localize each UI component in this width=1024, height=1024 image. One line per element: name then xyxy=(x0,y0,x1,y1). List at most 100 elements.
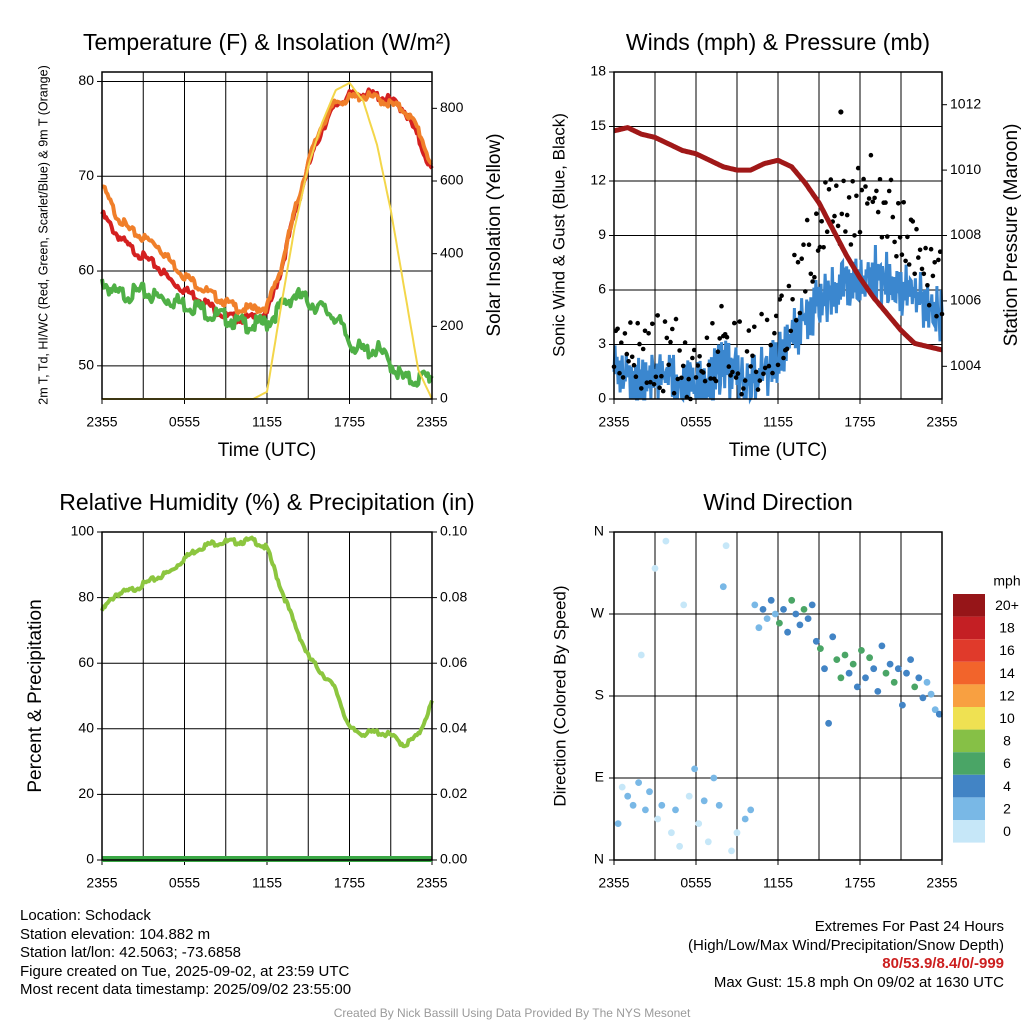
gust-point xyxy=(773,313,779,319)
y2-tick-label: 800 xyxy=(440,99,464,115)
wind-direction-point xyxy=(784,628,791,636)
gust-point xyxy=(936,257,941,263)
gust-point xyxy=(885,234,890,239)
colorbar-label: 6 xyxy=(1003,755,1011,771)
max-gust-text: Max Gust: 15.8 mph On 09/02 at 1630 UTC xyxy=(713,973,1004,991)
y2-tick-label: 0.08 xyxy=(440,588,467,604)
extremes-legend: (High/Low/Max Wind/Precipitation/Snow De… xyxy=(688,936,1004,954)
y2-tick-label: 0 xyxy=(440,390,448,406)
gust-point xyxy=(903,258,908,264)
humidity-precip-panel: 2355 0555 1155 1755 2355 Relative Humidity (%… xyxy=(25,489,475,891)
gust-point xyxy=(633,374,639,380)
gust-point xyxy=(861,176,866,182)
gust-point xyxy=(786,283,792,289)
gust-point xyxy=(741,386,746,391)
wind-direction-point xyxy=(788,596,796,604)
chart-title: Winds (mph) & Pressure (mb) xyxy=(626,29,930,55)
wind-direction-point xyxy=(935,710,943,718)
gust-point xyxy=(919,266,925,272)
y2-tick-label: 1004 xyxy=(950,357,981,373)
latlon-text: Station lat/lon: 42.5063; -73.6858 xyxy=(20,944,242,961)
gust-point xyxy=(850,179,855,184)
gust-point xyxy=(801,242,806,247)
gust-point xyxy=(626,359,631,364)
wind-direction-point xyxy=(923,678,931,686)
gust-point xyxy=(823,180,828,185)
gust-point xyxy=(648,379,653,385)
gust-point xyxy=(737,319,742,324)
gust-point xyxy=(901,200,906,205)
gust-point xyxy=(804,217,810,223)
gust-point xyxy=(870,199,876,205)
y-tick-label: 0 xyxy=(598,390,606,406)
gust-point xyxy=(874,188,879,194)
winds-pressure-panel: 2355 0555 1155 1755 2355 Winds (mph) & Pressu… xyxy=(549,29,1022,461)
gust-point xyxy=(713,378,719,384)
credit-text: Created By Nick Bassill Using Data Provi… xyxy=(333,1006,691,1020)
gust-point xyxy=(726,364,732,369)
gust-point xyxy=(693,375,699,380)
gust-point xyxy=(766,363,772,369)
gust-point xyxy=(617,370,622,376)
wind-direction-point xyxy=(728,847,735,855)
gust-point xyxy=(642,328,648,334)
wind-direction-point xyxy=(899,701,906,709)
colorbar-swatch xyxy=(953,661,985,685)
x-tick-label: 1155 xyxy=(252,875,282,891)
y-tick-label: S xyxy=(595,687,604,703)
wind-direction-point xyxy=(853,683,861,691)
gust-point xyxy=(910,219,916,224)
gust-point xyxy=(620,375,626,380)
y-tick-label: 80 xyxy=(78,588,94,604)
gust-point xyxy=(921,271,927,277)
gust-point xyxy=(803,289,808,294)
x-tick-label: 0555 xyxy=(680,414,711,430)
y-tick-label: 20 xyxy=(78,785,94,801)
wind-direction-point xyxy=(629,801,637,809)
gust-point xyxy=(668,339,673,345)
wind-direction-point xyxy=(662,537,670,545)
gust-point xyxy=(724,334,730,340)
y-tick-label: 6 xyxy=(598,281,606,297)
wind-direction-point xyxy=(866,654,873,662)
colorbar-label: 14 xyxy=(999,665,1015,681)
gust-point xyxy=(806,242,812,247)
gust-point xyxy=(659,373,664,379)
wind-direction-point xyxy=(833,656,841,663)
plot-border xyxy=(613,71,943,400)
gust-point xyxy=(886,188,892,194)
wind-direction-point xyxy=(733,829,741,837)
gust-point xyxy=(690,355,695,361)
gust-point xyxy=(854,193,859,199)
wind-direction-point xyxy=(710,774,718,782)
chart-title: Wind Direction xyxy=(703,489,853,515)
gust-point xyxy=(821,245,826,250)
gust-point xyxy=(877,177,883,182)
gust-point xyxy=(653,374,659,380)
wind-direction-point xyxy=(680,601,688,609)
wind-direction-point xyxy=(771,610,779,618)
gust-point xyxy=(742,378,748,383)
gust-point xyxy=(717,336,722,341)
gust-point xyxy=(679,375,684,381)
x-tick-label: 2355 xyxy=(598,414,629,430)
wind-direction-point xyxy=(837,674,845,682)
gust-point xyxy=(828,177,834,182)
wind-direction-point xyxy=(759,606,767,613)
gust-point xyxy=(662,319,668,324)
temperature-series-line xyxy=(100,278,434,388)
wind-direction-point xyxy=(676,842,683,850)
wind-direction-point xyxy=(668,829,675,837)
gust-point xyxy=(846,195,852,200)
wind-direction-point xyxy=(719,583,727,591)
sonic-wind-line xyxy=(612,244,944,405)
gust-point xyxy=(710,321,715,326)
gust-point xyxy=(928,246,934,252)
wind-direction-point xyxy=(858,647,865,654)
gust-point xyxy=(883,200,888,205)
gust-point xyxy=(702,378,708,384)
extremes-title: Extremes For Past 24 Hours xyxy=(814,918,1004,935)
gust-point xyxy=(761,371,766,377)
y-axis-label: Percent & Precipitation xyxy=(25,599,46,792)
